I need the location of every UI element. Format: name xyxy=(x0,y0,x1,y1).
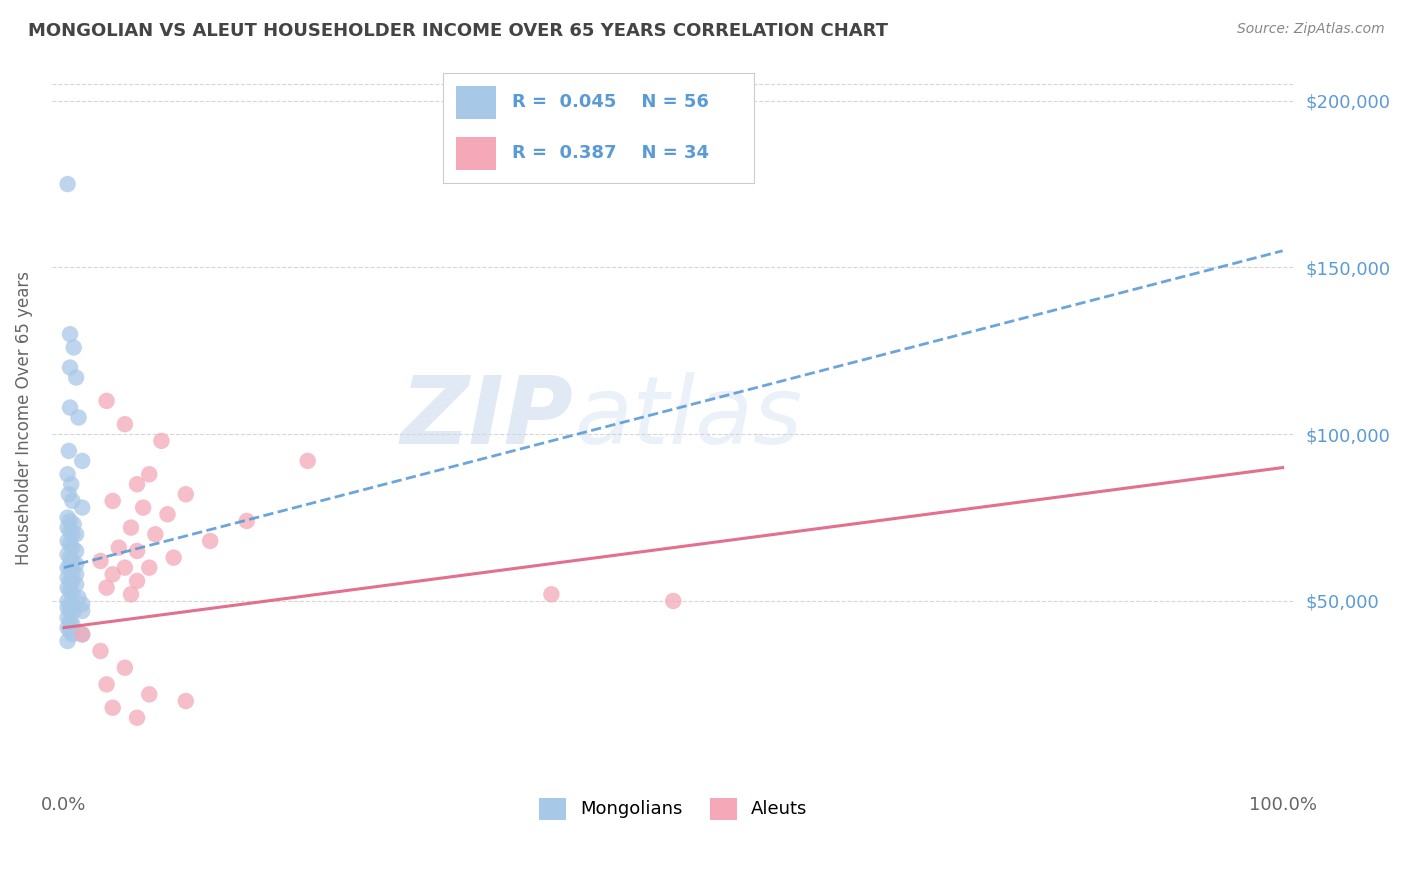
Point xyxy=(70,627,93,641)
Point xyxy=(662,594,685,608)
Point xyxy=(65,558,87,572)
Point xyxy=(138,467,160,482)
Point xyxy=(125,711,148,725)
Point xyxy=(62,574,84,588)
Point xyxy=(96,393,118,408)
Point xyxy=(62,617,84,632)
Point xyxy=(59,584,82,599)
Point xyxy=(96,581,118,595)
Point xyxy=(59,614,82,628)
Point xyxy=(56,571,79,585)
Point xyxy=(59,327,82,342)
Point xyxy=(70,500,93,515)
Point xyxy=(62,587,84,601)
Point xyxy=(156,508,179,522)
Point xyxy=(143,527,166,541)
Point xyxy=(56,594,79,608)
Point xyxy=(56,510,79,524)
Point xyxy=(120,587,142,601)
Point xyxy=(65,370,87,384)
Point xyxy=(56,560,79,574)
Point xyxy=(89,644,111,658)
Point xyxy=(59,597,82,611)
Text: ZIP: ZIP xyxy=(401,372,574,464)
Point xyxy=(62,494,84,508)
Point xyxy=(198,533,221,548)
Point xyxy=(70,604,93,618)
Point xyxy=(132,500,155,515)
Point xyxy=(297,454,319,468)
Point xyxy=(56,547,79,561)
Point xyxy=(65,544,87,558)
Point xyxy=(174,694,197,708)
Point xyxy=(101,567,124,582)
Point xyxy=(138,687,160,701)
Point xyxy=(59,514,82,528)
Point xyxy=(67,591,90,605)
Point xyxy=(114,560,136,574)
Point xyxy=(114,417,136,432)
Point xyxy=(56,600,79,615)
Point xyxy=(60,477,83,491)
Point xyxy=(96,677,118,691)
Point xyxy=(59,537,82,551)
Point xyxy=(62,627,84,641)
Point xyxy=(67,410,90,425)
Point xyxy=(62,527,84,541)
Point xyxy=(120,520,142,534)
Point xyxy=(56,634,79,648)
Text: atlas: atlas xyxy=(574,372,801,463)
Point xyxy=(70,627,93,641)
Point xyxy=(138,560,160,574)
Point xyxy=(59,401,82,415)
Point xyxy=(62,554,84,568)
Point xyxy=(59,574,82,588)
Y-axis label: Householder Income Over 65 years: Householder Income Over 65 years xyxy=(15,270,32,565)
Legend: Mongolians, Aleuts: Mongolians, Aleuts xyxy=(531,790,815,827)
Point xyxy=(62,604,84,618)
Point xyxy=(62,517,84,532)
Point xyxy=(56,621,79,635)
Point xyxy=(59,360,82,375)
Point xyxy=(125,574,148,588)
Point xyxy=(59,550,82,565)
Point xyxy=(107,541,129,555)
Point xyxy=(101,494,124,508)
Point xyxy=(174,487,197,501)
Point xyxy=(59,560,82,574)
Point xyxy=(150,434,173,448)
Point xyxy=(235,514,257,528)
Point xyxy=(56,533,79,548)
Point xyxy=(70,597,93,611)
Point xyxy=(56,467,79,482)
Point xyxy=(58,444,80,458)
Point xyxy=(114,661,136,675)
Point xyxy=(65,567,87,582)
Point xyxy=(162,550,184,565)
Point xyxy=(65,527,87,541)
Point xyxy=(58,487,80,501)
Text: MONGOLIAN VS ALEUT HOUSEHOLDER INCOME OVER 65 YEARS CORRELATION CHART: MONGOLIAN VS ALEUT HOUSEHOLDER INCOME OV… xyxy=(28,22,889,40)
Point xyxy=(59,524,82,538)
Point xyxy=(59,624,82,638)
Point xyxy=(125,477,148,491)
Point xyxy=(62,341,84,355)
Point xyxy=(62,541,84,555)
Point xyxy=(65,577,87,591)
Point xyxy=(56,520,79,534)
Point xyxy=(101,700,124,714)
Point xyxy=(62,564,84,578)
Point xyxy=(59,604,82,618)
Point xyxy=(125,544,148,558)
Point xyxy=(540,587,562,601)
Point xyxy=(56,177,79,191)
Point xyxy=(56,610,79,624)
Text: Source: ZipAtlas.com: Source: ZipAtlas.com xyxy=(1237,22,1385,37)
Point xyxy=(89,554,111,568)
Point xyxy=(56,581,79,595)
Point xyxy=(70,454,93,468)
